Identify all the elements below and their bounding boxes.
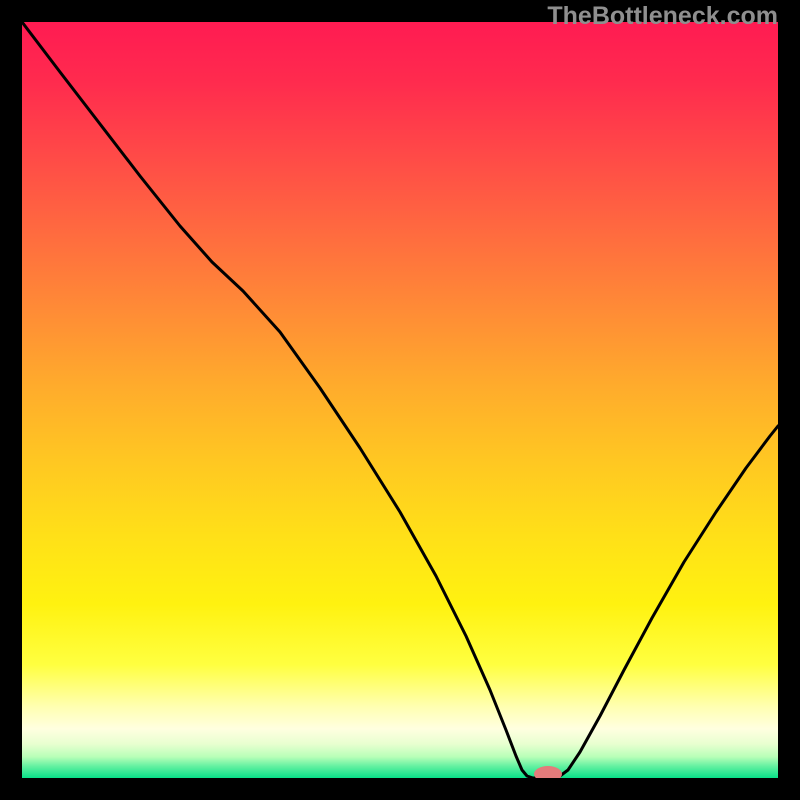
watermark-text: TheBottleneck.com <box>547 2 778 31</box>
bottleneck-chart <box>0 0 800 800</box>
gradient-background <box>22 22 778 778</box>
